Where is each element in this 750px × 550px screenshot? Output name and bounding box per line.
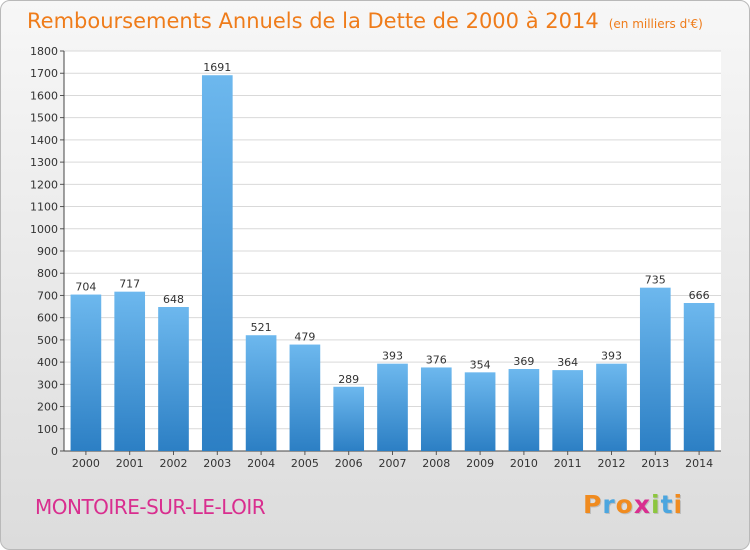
y-tick-label: 400 — [37, 356, 58, 369]
x-tick-label: 2011 — [554, 457, 582, 470]
bar — [596, 363, 627, 451]
bar — [420, 367, 452, 451]
logo-letter: o — [615, 490, 634, 519]
commune-name: MONTOIRE-SUR-LE-LOIR — [35, 495, 266, 519]
y-tick-label: 1100 — [30, 201, 58, 214]
data-label: 666 — [689, 289, 710, 302]
bar — [158, 307, 189, 451]
proxiti-logo: Proxiti — [583, 490, 683, 519]
data-label: 393 — [601, 350, 622, 363]
bar — [70, 294, 102, 451]
x-tick-label: 2002 — [160, 457, 188, 470]
x-tick-label: 2004 — [247, 457, 275, 470]
y-tick-label: 1300 — [30, 156, 58, 169]
data-label: 648 — [163, 293, 184, 306]
x-tick-label: 2006 — [335, 457, 363, 470]
chart-title-text: Remboursements Annuels de la Dette de 20… — [27, 9, 599, 33]
y-tick-label: 0 — [51, 445, 58, 458]
y-tick-label: 1000 — [30, 223, 58, 236]
logo-letter: P — [583, 490, 603, 519]
x-tick-label: 2001 — [116, 457, 144, 470]
data-label: 704 — [75, 281, 96, 294]
data-label: 521 — [251, 321, 272, 334]
logo-letter: t — [660, 490, 674, 519]
data-label: 354 — [470, 358, 491, 371]
bar — [377, 363, 408, 451]
bar — [464, 372, 496, 451]
bar — [114, 291, 146, 451]
bar — [245, 335, 277, 451]
y-tick-label: 600 — [37, 312, 58, 325]
logo-letter: i — [673, 490, 684, 519]
data-label: 376 — [426, 353, 447, 366]
y-tick-label: 1800 — [30, 45, 58, 58]
bar — [289, 344, 321, 451]
chart-title: Remboursements Annuels de la Dette de 20… — [27, 9, 703, 33]
y-tick-label: 100 — [37, 423, 58, 436]
x-tick-label: 2003 — [203, 457, 231, 470]
y-tick-label: 500 — [37, 334, 58, 347]
logo-letter: i — [651, 490, 661, 519]
x-tick-label: 2007 — [379, 457, 407, 470]
y-tick-label: 1400 — [30, 134, 58, 147]
y-tick-label: 1500 — [30, 112, 58, 125]
data-label: 364 — [557, 356, 578, 369]
logo-letter: x — [633, 490, 651, 519]
x-tick-label: 2010 — [510, 457, 538, 470]
data-label: 735 — [645, 274, 666, 287]
y-tick-label: 1600 — [30, 89, 58, 102]
logo-letter: r — [602, 490, 616, 519]
bar — [333, 386, 365, 451]
x-tick-label: 2012 — [598, 457, 626, 470]
y-tick-label: 1700 — [30, 67, 58, 80]
x-tick-label: 2000 — [72, 457, 100, 470]
bar — [683, 303, 715, 451]
x-tick-label: 2013 — [641, 457, 669, 470]
x-tick-label: 2009 — [466, 457, 494, 470]
y-tick-label: 800 — [37, 267, 58, 280]
bar — [201, 75, 233, 451]
bar — [552, 370, 584, 451]
chart-subtitle: (en milliers d'€) — [608, 17, 703, 31]
y-tick-label: 300 — [37, 378, 58, 391]
data-label: 393 — [382, 350, 403, 363]
data-label: 479 — [294, 331, 315, 344]
y-tick-label: 200 — [37, 401, 58, 414]
data-label: 369 — [513, 355, 534, 368]
y-tick-label: 900 — [37, 245, 58, 258]
y-tick-label: 1200 — [30, 178, 58, 191]
bar — [639, 287, 671, 451]
data-label: 717 — [119, 278, 140, 291]
bar — [508, 369, 540, 451]
y-tick-label: 700 — [37, 289, 58, 302]
x-tick-label: 2008 — [422, 457, 450, 470]
data-label: 289 — [338, 373, 359, 386]
data-label: 1691 — [203, 61, 231, 74]
x-tick-label: 2005 — [291, 457, 319, 470]
x-tick-label: 2014 — [685, 457, 713, 470]
